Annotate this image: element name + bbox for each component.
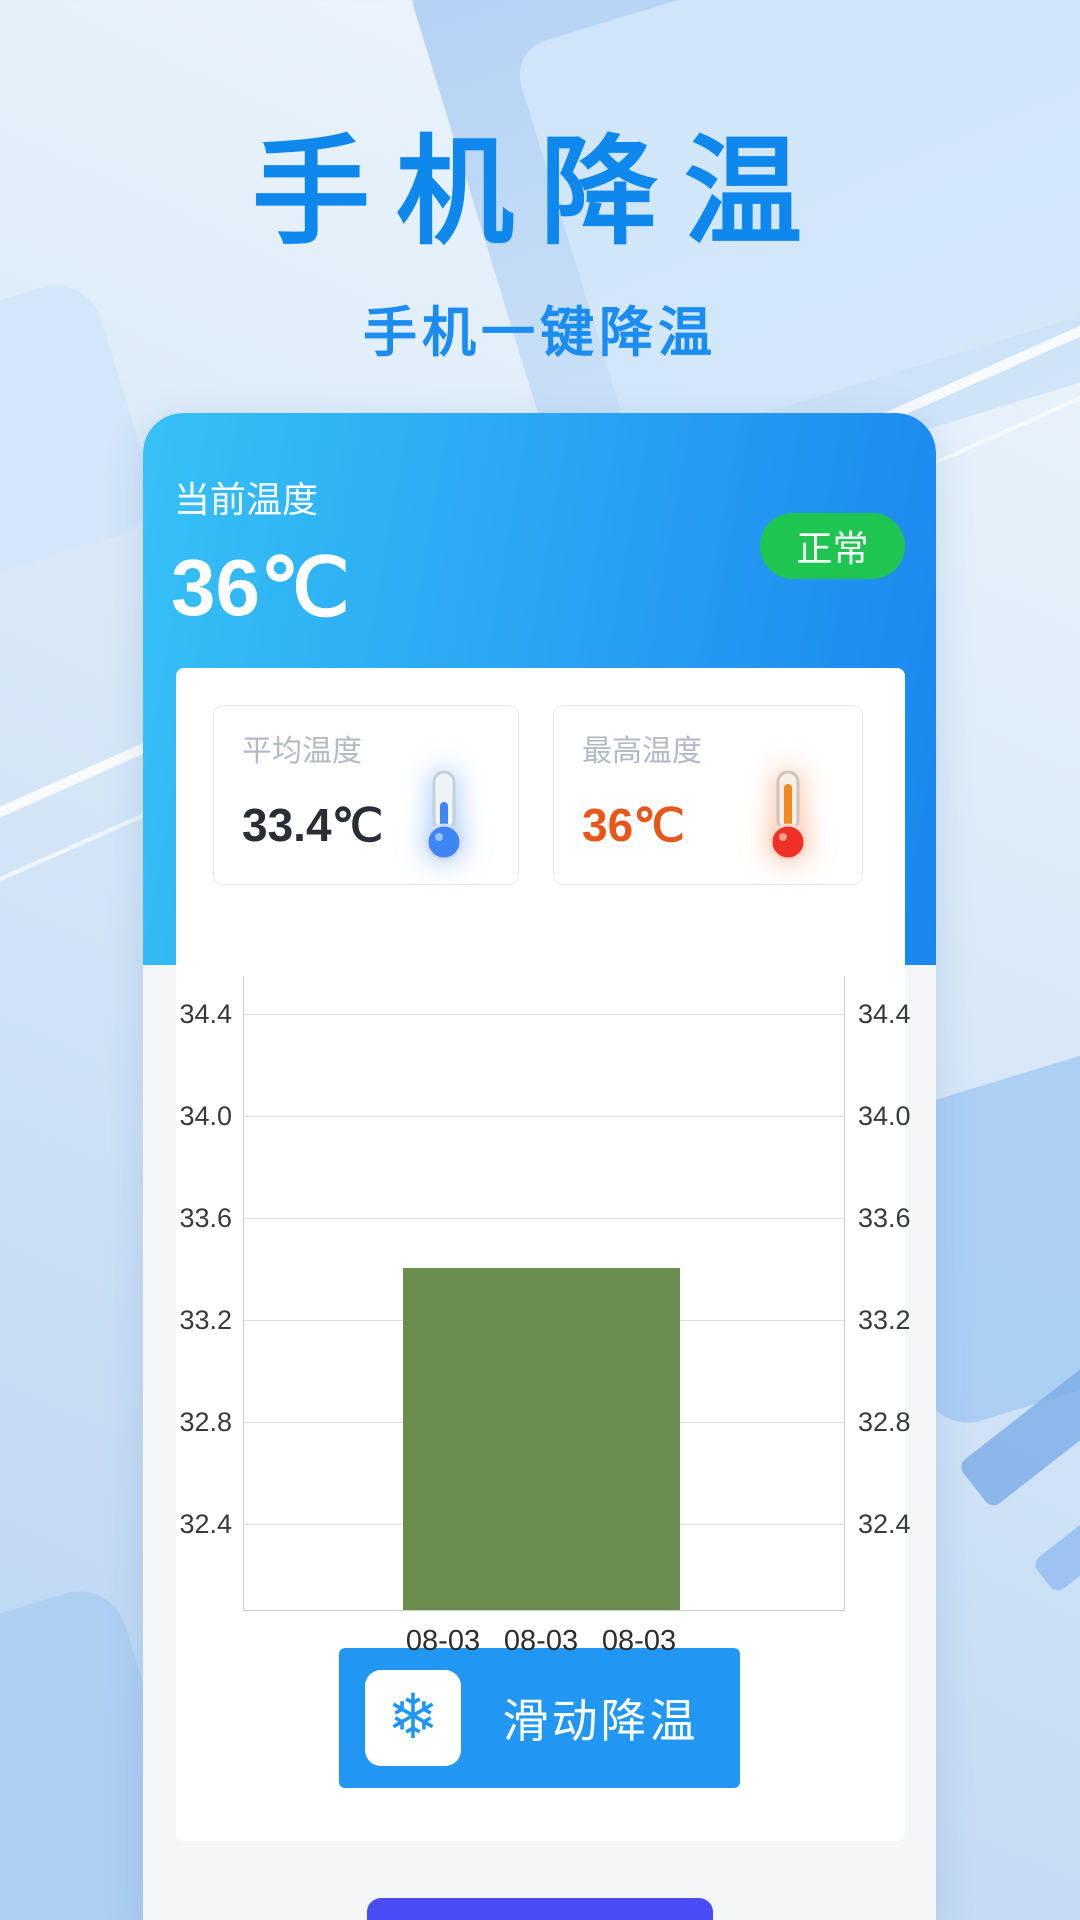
y-axis-tick-left: 32.4 xyxy=(179,1509,232,1539)
average-temperature-box: 平均温度 33.4℃ xyxy=(213,705,519,885)
y-axis-tick-left: 34.4 xyxy=(179,999,232,1029)
y-axis-tick-right: 33.6 xyxy=(858,1203,911,1233)
stats-panel: 平均温度 33.4℃ 最高温度 36℃ xyxy=(176,668,911,1841)
page-subtitle: 手机一键降温 xyxy=(363,303,717,363)
page-title: 手机降温 xyxy=(251,127,828,259)
y-axis-tick-right: 33.2 xyxy=(858,1305,911,1335)
status-badge: 正常 xyxy=(760,513,905,579)
current-temperature-label: 当前温度 xyxy=(174,479,319,520)
average-temperature-label: 平均温度 xyxy=(242,735,362,768)
y-axis-tick-right: 34.0 xyxy=(858,1101,911,1131)
y-axis-tick-right: 34.4 xyxy=(858,999,911,1029)
chart-gridline xyxy=(244,1218,844,1219)
x-axis-tick: 08-03 xyxy=(503,1625,579,1657)
slide-cool-button-label: 滑动降温 xyxy=(502,1695,699,1747)
slide-cool-button[interactable]: ❄ 滑动降温 xyxy=(339,1648,740,1788)
y-axis-tick-left: 33.2 xyxy=(179,1305,232,1335)
y-axis-tick-left: 33.6 xyxy=(179,1203,232,1233)
x-axis-tick: 08-03 xyxy=(601,1625,677,1657)
max-temperature-box: 最高温度 36℃ xyxy=(553,705,863,885)
temperature-chart xyxy=(243,976,845,1611)
snowflake-icon: ❄ xyxy=(387,1683,439,1752)
bottom-action-button[interactable] xyxy=(367,1898,713,1920)
chart-gridline xyxy=(244,1116,844,1117)
x-axis-tick: 08-03 xyxy=(405,1625,481,1657)
chart-axis-labels: 34.4 34.4 34.0 34.0 33.6 33.6 33.2 33.2 32.8 32.8… xyxy=(176,668,910,1841)
snowflake-icon-tile: ❄ xyxy=(365,1670,461,1766)
y-axis-tick-right: 32.4 xyxy=(858,1509,911,1539)
chart-bar xyxy=(403,1268,680,1610)
chart-gridline xyxy=(244,1014,844,1015)
temperature-card: 当前温度 36℃ 正常 平均温度 33.4℃ 最高温度 36℃ xyxy=(143,413,936,1920)
max-temperature-label: 最高温度 xyxy=(582,735,702,768)
max-temperature-value: 36℃ xyxy=(582,799,685,851)
average-temperature-value: 33.4℃ xyxy=(242,799,384,851)
thermometer-blue-icon xyxy=(416,768,472,864)
y-axis-tick-right: 32.8 xyxy=(858,1407,911,1437)
y-axis-tick-left: 32.8 xyxy=(179,1407,232,1437)
current-temperature-value: 36℃ xyxy=(171,543,350,632)
y-axis-tick-left: 34.0 xyxy=(179,1101,232,1131)
thermometer-red-icon xyxy=(760,768,816,864)
